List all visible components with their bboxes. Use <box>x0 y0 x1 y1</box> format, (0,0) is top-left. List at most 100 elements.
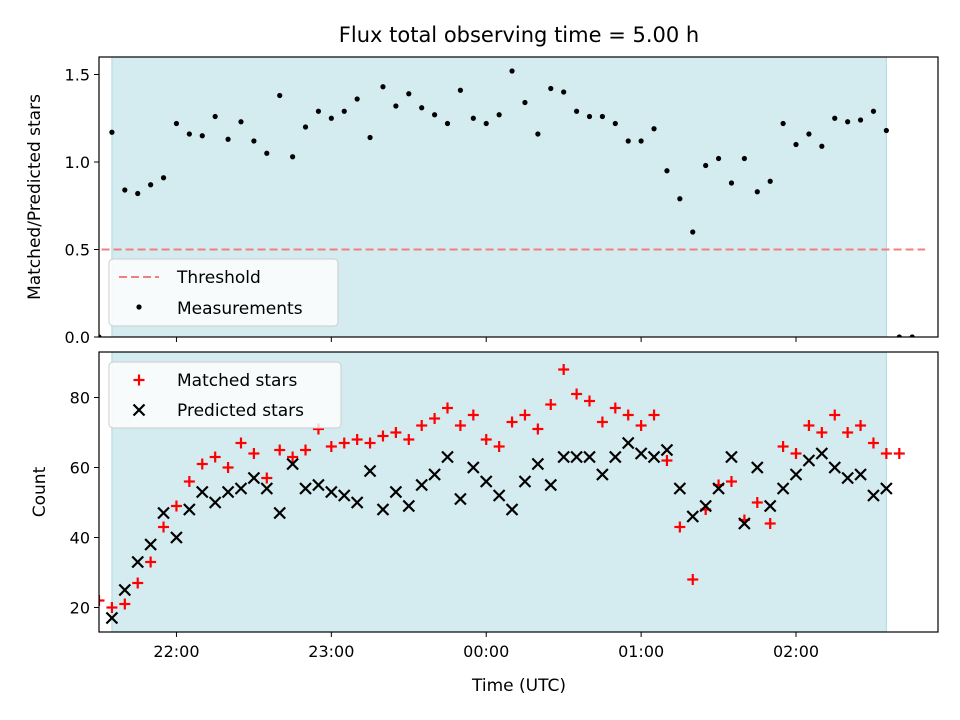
predicted-marker <box>518 475 532 488</box>
bottom-frame <box>98 351 939 633</box>
matched-marker <box>99 595 105 606</box>
predicted-marker <box>712 482 725 495</box>
top-panel: 0.0 0.5 1.0 1.5 Threshold Measurements <box>65 56 939 347</box>
matched-marker <box>751 497 763 508</box>
matched-marker <box>545 399 557 410</box>
measurement-point <box>703 162 709 169</box>
predicted-marker-b <box>505 503 519 516</box>
bottom-legend-box <box>108 361 342 429</box>
x-tick-label: 02:00 <box>773 642 819 661</box>
bottom-panel: 20 40 60 80 22:00 23:00 00:00 01:00 02:00 Matched… <box>70 351 939 661</box>
predicted-series <box>105 436 893 625</box>
top-legend-box <box>108 258 339 327</box>
predicted-marker-b <box>479 475 493 488</box>
matched-marker <box>416 420 428 431</box>
matched-marker <box>687 574 699 585</box>
matched-marker <box>209 451 221 463</box>
matched-marker <box>235 437 247 449</box>
matched-marker <box>325 441 337 452</box>
matched-marker <box>764 518 776 529</box>
measurement-point <box>419 105 425 111</box>
predicted-marker <box>854 468 867 481</box>
measurement-point <box>522 99 528 106</box>
matched-marker <box>842 427 854 438</box>
predicted-marker-b <box>131 555 145 569</box>
measurement-point <box>160 175 167 181</box>
measurement-point <box>264 150 270 156</box>
predicted-marker-b <box>144 538 157 551</box>
measurement-point <box>741 155 747 162</box>
predicted-marker-b <box>854 468 867 481</box>
matched-series <box>99 364 905 613</box>
measurement-point <box>251 138 257 144</box>
matched-marker <box>300 444 312 456</box>
matched-marker <box>571 388 583 400</box>
matched-marker <box>442 402 454 414</box>
predicted-marker <box>325 485 338 499</box>
measurement-point <box>199 133 205 139</box>
legend-measurements-label: Measurements <box>177 299 303 319</box>
predicted-marker <box>673 482 687 495</box>
predicted-marker <box>763 499 777 513</box>
predicted-marker <box>441 450 454 464</box>
measurement-point <box>496 112 502 118</box>
matched-marker <box>364 437 376 449</box>
predicted-marker <box>428 468 441 481</box>
measurement-point <box>690 229 696 235</box>
predicted-marker <box>570 450 583 464</box>
chart-title: Flux total observing time = 5.00 h <box>339 23 699 47</box>
predicted-marker-b <box>699 499 712 513</box>
predicted-marker-b <box>841 471 854 485</box>
measurement-point <box>548 85 554 92</box>
measurement-point <box>470 115 476 121</box>
matched-marker <box>674 521 686 533</box>
predicted-marker-b <box>325 485 338 499</box>
matched-marker <box>790 448 802 459</box>
predicted-marker-b <box>867 489 880 502</box>
measurement-point <box>315 108 322 114</box>
measurement-point <box>432 112 438 118</box>
predicted-marker <box>247 471 261 485</box>
top-y-tick-label: 0.0 <box>65 328 90 347</box>
measurement-point <box>212 113 218 120</box>
matched-marker <box>158 521 170 533</box>
predicted-marker-b <box>712 482 725 495</box>
predicted-marker <box>273 506 286 520</box>
measurements-series <box>99 68 915 337</box>
predicted-marker-b <box>751 461 764 474</box>
predicted-marker-b <box>454 492 467 506</box>
predicted-marker-b <box>170 531 183 544</box>
predicted-marker-b <box>557 450 570 464</box>
predicted-marker <box>402 499 416 513</box>
matched-marker <box>583 395 595 407</box>
measurement-point <box>457 87 464 93</box>
predicted-marker <box>286 457 299 471</box>
predicted-marker <box>751 461 764 474</box>
predicted-marker <box>479 475 493 488</box>
measurement-point <box>715 155 722 162</box>
predicted-marker <box>170 531 183 544</box>
matched-marker <box>506 416 518 428</box>
predicted-marker-b <box>247 471 261 485</box>
predicted-marker-b <box>686 510 700 523</box>
x-tick-label: 00:00 <box>463 642 509 661</box>
predicted-marker-b <box>518 475 532 488</box>
bottom-y-tick-label: 40 <box>70 529 90 548</box>
top-y-tick-label: 1.5 <box>65 66 90 85</box>
predicted-marker <box>596 468 609 481</box>
top-y-axis-label: Matched/Predicted stars <box>25 94 45 300</box>
matched-marker <box>196 458 208 470</box>
predicted-marker-b <box>350 496 364 509</box>
predicted-marker-b <box>118 583 132 597</box>
measurement-point <box>599 113 606 120</box>
predicted-marker-b <box>415 478 428 492</box>
predicted-marker-b <box>402 499 416 513</box>
matched-marker <box>338 437 350 449</box>
matched-marker <box>609 402 621 414</box>
predicted-marker-b <box>815 447 829 460</box>
measurement-point <box>793 141 799 148</box>
predicted-marker-b <box>802 454 816 467</box>
measurement-point <box>612 120 618 127</box>
measurement-point <box>483 120 489 127</box>
predicted-marker-b <box>673 482 687 495</box>
